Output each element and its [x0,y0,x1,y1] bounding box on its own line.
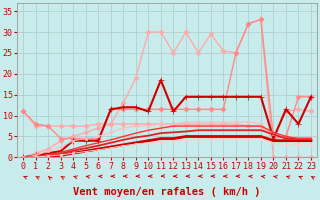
X-axis label: Vent moyen/en rafales ( km/h ): Vent moyen/en rafales ( km/h ) [73,187,261,197]
